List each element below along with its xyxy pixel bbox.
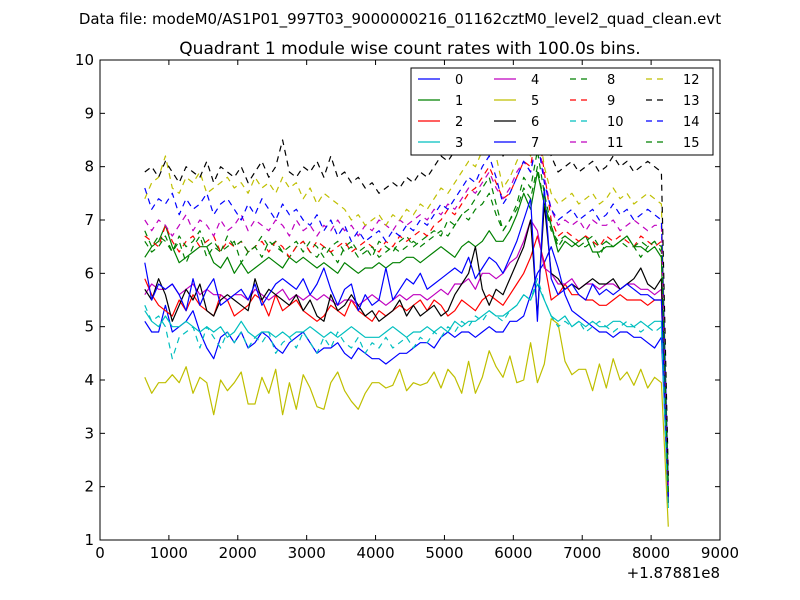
x-offset-label: +1.87881e8 (627, 564, 720, 582)
legend-label-13: 13 (683, 94, 700, 109)
y-tick-label: 8 (84, 158, 94, 176)
legend-label-4: 4 (531, 73, 539, 88)
legend-label-15: 15 (683, 136, 700, 151)
series-line-0 (144, 246, 669, 498)
x-tick-label: 8000 (632, 544, 670, 562)
legend-label-8: 8 (607, 73, 615, 88)
x-tick-label: 1000 (150, 544, 188, 562)
series-line-12 (144, 118, 669, 487)
x-tick-label: 2000 (219, 544, 257, 562)
series-line-3 (144, 283, 669, 509)
series-line-11 (144, 134, 669, 487)
x-tick-label: 0 (95, 544, 105, 562)
legend-label-7: 7 (531, 136, 539, 151)
x-tick-label: 7000 (563, 544, 601, 562)
series-line-5 (144, 318, 669, 527)
y-tick-label: 9 (84, 104, 94, 122)
legend-label-12: 12 (683, 73, 700, 88)
legend-label-0: 0 (455, 73, 463, 88)
y-tick-label: 10 (75, 51, 94, 69)
legend-label-6: 6 (531, 115, 539, 130)
series-line-10 (144, 278, 669, 509)
y-tick-label: 5 (84, 318, 94, 336)
legend-label-9: 9 (607, 94, 615, 109)
x-tick-label: 9000 (701, 544, 739, 562)
series-line-13 (144, 70, 669, 477)
legend-label-1: 1 (455, 94, 463, 109)
legend-label-5: 5 (531, 94, 539, 109)
y-tick-label: 6 (84, 264, 94, 282)
x-tick-label: 4000 (356, 544, 394, 562)
series-layer (144, 70, 669, 527)
legend-label-3: 3 (455, 136, 463, 151)
series-line-15 (144, 166, 669, 493)
legend-label-11: 11 (607, 136, 624, 151)
legend-label-14: 14 (683, 115, 700, 130)
x-tick-label: 3000 (288, 544, 326, 562)
series-line-9 (144, 123, 669, 493)
y-tick-label: 3 (84, 424, 94, 442)
series-line-7 (144, 187, 669, 498)
y-tick-label: 4 (84, 371, 94, 389)
y-tick-label: 7 (84, 211, 94, 229)
tick-layer: 0 1000 2000 3000 4000 5000 6000 7000 8000 9000123… (75, 51, 739, 562)
y-tick-label: 2 (84, 478, 94, 496)
legend-frame (410, 67, 714, 156)
series-line-1 (144, 171, 669, 498)
suptitle: Data file: modeM0/AS1P01_997T03_90000002… (79, 10, 721, 29)
y-tick-label: 1 (84, 531, 94, 549)
legend-label-10: 10 (607, 115, 624, 130)
legend-label-2: 2 (455, 115, 463, 130)
series-line-6 (144, 203, 669, 503)
axes-frame (99, 59, 721, 541)
series-line-14 (144, 139, 669, 487)
x-tick-label: 6000 (494, 544, 532, 562)
chart-title: Quadrant 1 module wise count rates with … (179, 39, 640, 59)
x-tick-label: 5000 (425, 544, 463, 562)
